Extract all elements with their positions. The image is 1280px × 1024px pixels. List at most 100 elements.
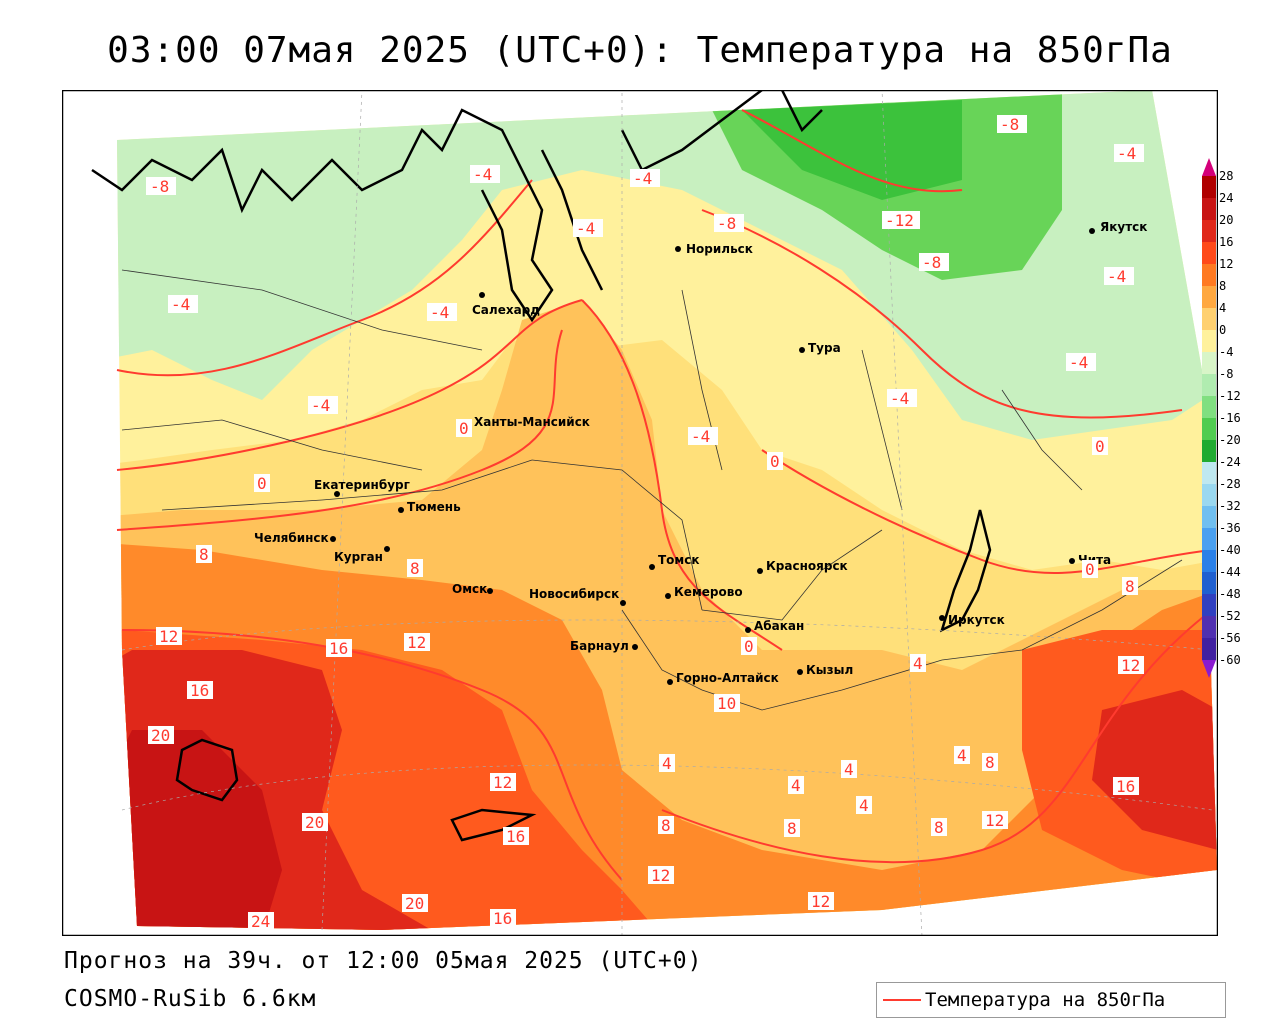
contour-label-text: 10 bbox=[717, 694, 736, 713]
contour-labels: -8 -4 -4 -4 -8 -8 -4 -12 -8 -4 -4 -4 -4 … bbox=[146, 115, 1144, 931]
forecast-info: Прогноз на 39ч. от 12:00 05мая 2025 (UTC… bbox=[64, 948, 703, 974]
contour-label-text: 4 bbox=[957, 746, 967, 765]
city-gorno-altaysk: Горно-Алтайск bbox=[667, 671, 779, 685]
city-abakan: Абакан bbox=[745, 619, 804, 633]
contour-label: -4 bbox=[168, 295, 198, 314]
contour-label-bg bbox=[982, 753, 998, 771]
colorbar-tick-label: -28 bbox=[1219, 477, 1241, 491]
city-dot bbox=[649, 564, 655, 570]
contour-label: -4 bbox=[1104, 267, 1134, 286]
contour-label-bg bbox=[910, 654, 926, 672]
contour-label-bg bbox=[404, 633, 430, 651]
colorbar-tick-label: 20 bbox=[1219, 213, 1233, 227]
contour-label: 0 bbox=[767, 452, 783, 471]
city-kyzyl: Кызыл bbox=[797, 663, 853, 677]
city-yakutsk: Якутск bbox=[1089, 220, 1147, 234]
contour-label-text: 4 bbox=[662, 754, 672, 773]
contour-label-text: -4 bbox=[633, 169, 652, 188]
colorbar-tick-label: 4 bbox=[1219, 301, 1226, 315]
contour-label: -4 bbox=[1114, 144, 1144, 163]
isotherms bbox=[116, 109, 1213, 881]
colorbar-bottom-arrow bbox=[1202, 660, 1216, 678]
contour-label-bg bbox=[248, 912, 274, 930]
colorbar-swatch bbox=[1202, 242, 1216, 264]
contour-label-text: -8 bbox=[922, 253, 941, 272]
contour-label: 12 bbox=[404, 633, 430, 652]
colorbar: 28 24 20 16 12 8 4 0 -4 -8 -12 -16 -20 -24 -28 -32 -36 -4… bbox=[1202, 158, 1241, 678]
colorbar-tick-label: -32 bbox=[1219, 499, 1241, 513]
city-label: Горно-Алтайск bbox=[676, 671, 779, 685]
city-norilsk: Норильск bbox=[675, 242, 753, 256]
colorbar-tick-label: 16 bbox=[1219, 235, 1233, 249]
colorbar-swatch bbox=[1202, 550, 1216, 572]
contour-label: 4 bbox=[659, 754, 675, 773]
city-label: Абакан bbox=[754, 619, 804, 633]
city-dot bbox=[620, 600, 626, 606]
contour-label: 12 bbox=[648, 866, 674, 885]
contour-label: 4 bbox=[788, 776, 804, 795]
contour-label: 20 bbox=[148, 726, 174, 745]
contour-label-text: -4 bbox=[1107, 267, 1126, 286]
city-label: Тюмень bbox=[407, 500, 461, 514]
colorbar-tick-label: -8 bbox=[1219, 367, 1233, 381]
contour-label-text: 12 bbox=[407, 633, 426, 652]
contour-label-text: 16 bbox=[506, 827, 525, 846]
contour-label-text: 8 bbox=[1125, 577, 1135, 596]
contour-label: 12 bbox=[982, 811, 1008, 830]
contour-label: 20 bbox=[302, 813, 328, 832]
city-irkutsk: Иркутск bbox=[939, 613, 1005, 627]
contour-label: 0 bbox=[254, 474, 270, 493]
contour-label-text: 24 bbox=[251, 912, 270, 931]
contour-label-text: 16 bbox=[493, 909, 512, 928]
contour-label: 8 bbox=[196, 545, 212, 564]
contour-label-bg bbox=[982, 811, 1008, 829]
contour-label-text: 12 bbox=[985, 811, 1004, 830]
colorbar-swatch bbox=[1202, 330, 1216, 352]
colorbar-swatch bbox=[1202, 638, 1216, 660]
contour-label-bg bbox=[187, 681, 213, 699]
contour-label-text: -8 bbox=[150, 177, 169, 196]
contour-label-text: 4 bbox=[844, 760, 854, 779]
city-label: Иркутск bbox=[948, 613, 1005, 627]
colorbar-swatch bbox=[1202, 440, 1216, 462]
colorbar-tick-label: 8 bbox=[1219, 279, 1226, 293]
city-label: Красноярск bbox=[766, 559, 848, 573]
contour-label: -4 bbox=[573, 219, 603, 238]
city-dot bbox=[398, 507, 404, 513]
contour-label-text: 8 bbox=[661, 816, 671, 835]
contour-label-text: -4 bbox=[430, 303, 449, 322]
contour-label-bg bbox=[841, 760, 857, 778]
city-kurgan: Курган bbox=[334, 546, 390, 564]
city-label: Салехард bbox=[472, 303, 540, 317]
city-label: Якутск bbox=[1100, 220, 1147, 234]
city-dot bbox=[1089, 228, 1095, 234]
contour-label-text: 0 bbox=[1095, 437, 1105, 456]
city-dot bbox=[745, 627, 751, 633]
contour-label-text: 8 bbox=[410, 559, 420, 578]
city-salekhard: Салехард bbox=[472, 292, 540, 317]
contour-label-text: -4 bbox=[473, 165, 492, 184]
city-label: Норильск bbox=[686, 242, 753, 256]
city-dot bbox=[665, 593, 671, 599]
contour-label-bg bbox=[573, 219, 603, 237]
contour-label: 16 bbox=[490, 909, 516, 928]
contour-label-text: 20 bbox=[305, 813, 324, 832]
contour-label-bg bbox=[788, 776, 804, 794]
colorbar-swatch bbox=[1202, 198, 1216, 220]
contour-label-bg bbox=[254, 474, 270, 492]
contour-label-bg bbox=[648, 866, 674, 884]
temperature-map[interactable]: Норильск Якутск Салехард Тура Ханты-Манс… bbox=[62, 90, 1218, 936]
contour-label-bg bbox=[887, 389, 917, 407]
contour-label-text: -4 bbox=[1069, 353, 1088, 372]
contour-label: -4 bbox=[1066, 353, 1096, 372]
contour-label-bg bbox=[658, 816, 674, 834]
colorbar-tick-label: 24 bbox=[1219, 191, 1233, 205]
contour-label-text: -12 bbox=[885, 211, 914, 230]
contour-label: 4 bbox=[954, 746, 970, 765]
city-label: Екатеринбург bbox=[314, 478, 410, 492]
contour-label: 12 bbox=[808, 892, 834, 911]
city-label: Курган bbox=[334, 550, 383, 564]
colorbar-swatch bbox=[1202, 616, 1216, 638]
contour-label-text: 0 bbox=[257, 474, 267, 493]
colorbar-tick-label: -12 bbox=[1219, 389, 1241, 403]
